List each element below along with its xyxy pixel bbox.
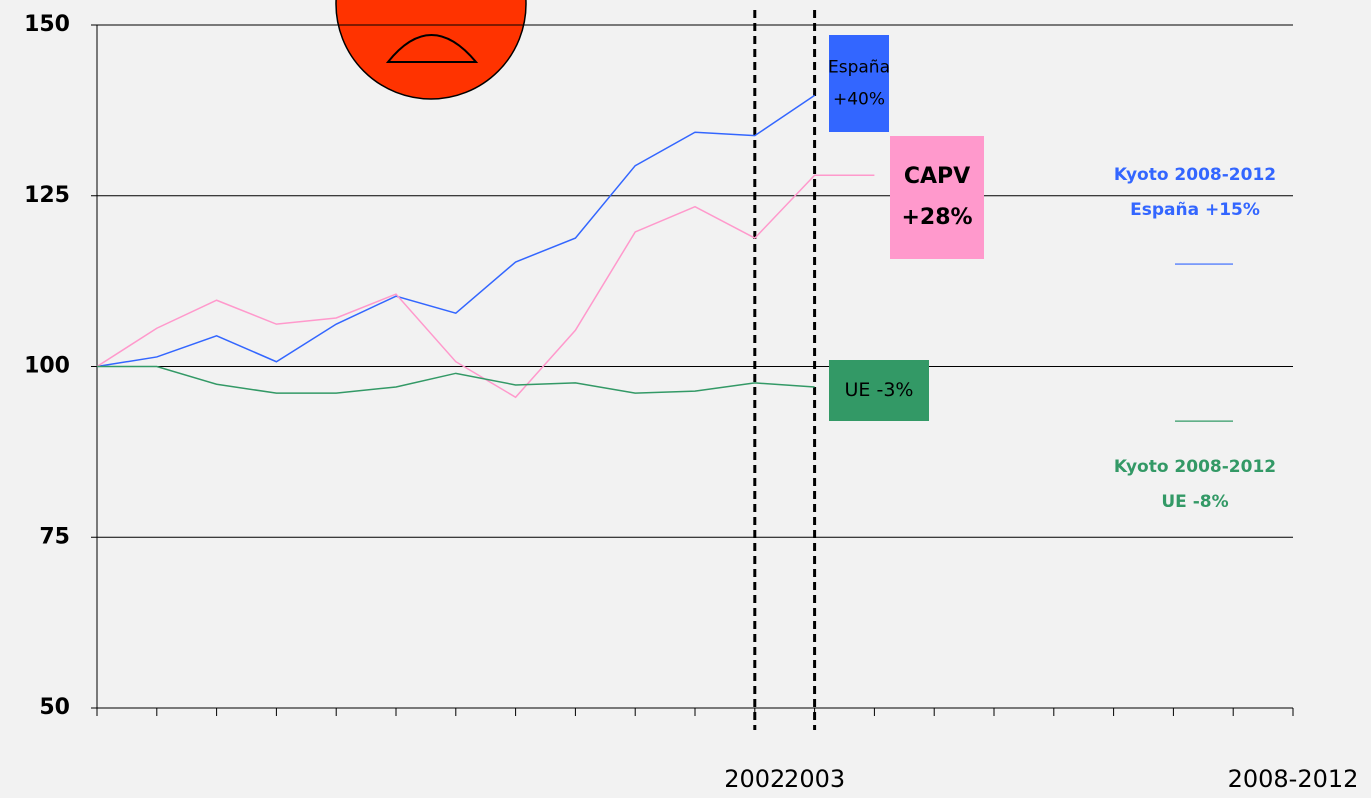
callout-box (829, 35, 889, 132)
y-tick-label: 50 (39, 695, 70, 720)
y-tick-label: 150 (24, 12, 70, 37)
kyoto-label: Kyoto 2008-2012 (1114, 457, 1276, 477)
y-tick-label: 100 (24, 354, 70, 379)
kyoto-label: Kyoto 2008-2012 (1114, 165, 1276, 185)
x-tick-label: 2008-2012 (1228, 765, 1359, 793)
kyoto-label: España +15% (1130, 200, 1260, 220)
background (0, 0, 1371, 798)
chart: 50 75 100 125 150 20022003 2008-2012 España +40%… (0, 0, 1371, 798)
callout-box (890, 136, 984, 259)
callout-text: España (828, 57, 890, 77)
y-tick-label: 125 (24, 183, 70, 208)
callout-text: +28% (901, 205, 972, 230)
x-tick-label: 2002 (724, 765, 785, 793)
kyoto-label: UE -8% (1161, 492, 1228, 512)
x-tick-label: 2003 (784, 765, 845, 793)
callout-text: +40% (833, 90, 885, 110)
callout-text: UE -3% (845, 379, 914, 401)
callout-text: CAPV (904, 164, 970, 189)
y-tick-label: 75 (39, 524, 70, 549)
